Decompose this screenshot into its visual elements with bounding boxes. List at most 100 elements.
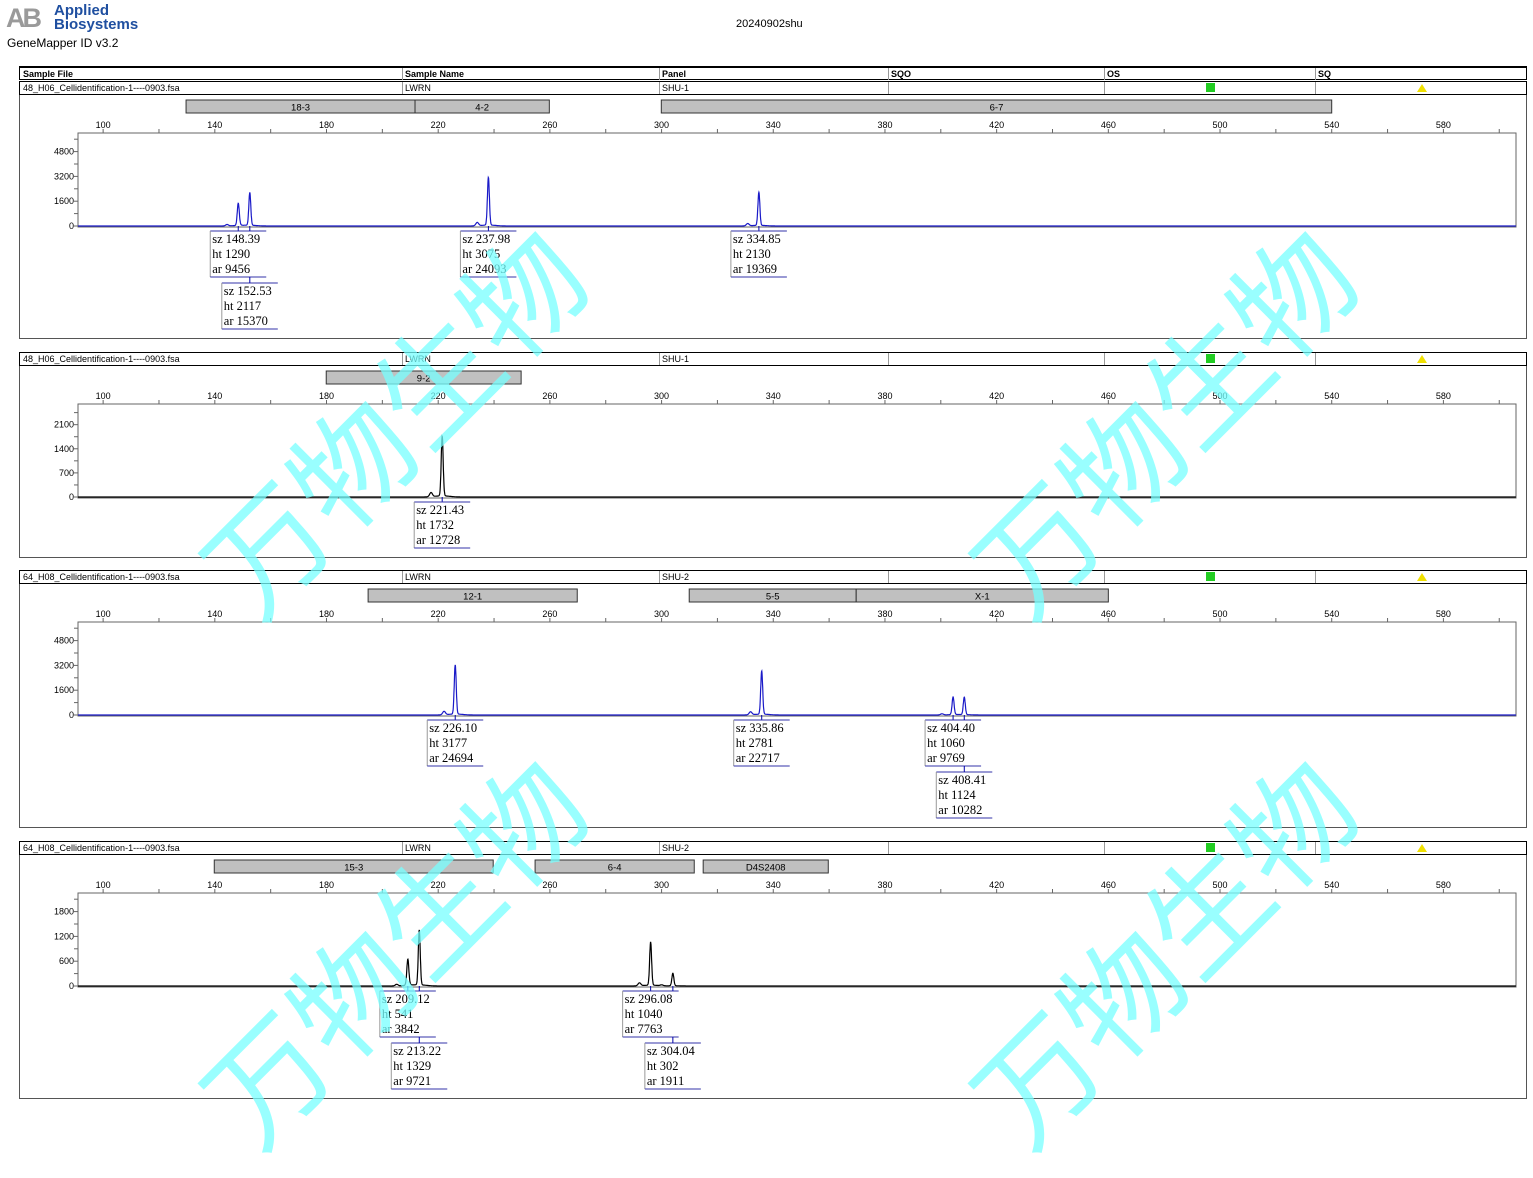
peak-label: sz 226.10 ht 3177 ar 24694	[429, 721, 477, 766]
plot-area	[77, 403, 1517, 499]
allele-bin-label: 18-3	[291, 103, 310, 114]
peak-ht: ht 1060	[927, 736, 965, 750]
y-tick-label: 700	[59, 468, 74, 478]
allele-bin-9-2	[325, 370, 522, 385]
allele-bin-label: 4-2	[475, 103, 489, 114]
x-tick-label: 180	[319, 391, 334, 401]
x-tick-label: 420	[989, 391, 1004, 401]
allele-bin-label: 12-1	[463, 592, 482, 603]
peak-label: sz 152.53 ht 2117 ar 15370	[224, 284, 272, 329]
plot-area	[77, 132, 1517, 228]
peak-label: sz 213.22 ht 1329 ar 9721	[393, 1044, 441, 1089]
peak-sz: sz 226.10	[429, 721, 478, 735]
allele-bin-15-3	[213, 859, 494, 874]
peak-sz: sz 404.40	[927, 721, 975, 735]
sample-row[interactable]: 48_H06_Cellidentification-1----0903.fsa L…	[19, 81, 1527, 95]
x-tick-label: 260	[542, 609, 557, 619]
x-tick-label: 300	[654, 880, 669, 890]
electropherogram-chart: 9-2 100 140 180 220 260 300 340 380 420 460 500 540 5…	[54, 370, 1517, 549]
column-divider	[659, 842, 660, 854]
sq-warning-icon	[1417, 84, 1427, 92]
allele-bin-label: 5-5	[766, 592, 780, 603]
y-tick-label: 2100	[54, 420, 74, 430]
x-tick-label: 340	[766, 120, 781, 130]
x-tick-label: 380	[877, 391, 892, 401]
sq-warning-icon	[1417, 573, 1427, 581]
x-tick-label: 260	[542, 880, 557, 890]
x-tick-label: 100	[96, 609, 111, 619]
column-divider	[659, 353, 660, 365]
peak-label: sz 404.40 ht 1060 ar 9769	[927, 721, 975, 766]
allele-bin-label: 9-2	[417, 374, 431, 385]
peak-sz: sz 209.12	[381, 992, 430, 1006]
peak-sz: sz 213.22	[393, 1044, 442, 1058]
peak-label: sz 334.85 ht 2130 ar 19369	[733, 232, 781, 277]
sample-name: LWRN	[405, 83, 431, 93]
column-header-row: Sample File Sample Name Panel SQO OS SQ	[19, 66, 1527, 80]
y-tick-label: 3200	[54, 660, 74, 670]
x-tick-label: 500	[1213, 880, 1228, 890]
peak-ar: ar 1911	[646, 1074, 685, 1088]
peak-ht: ht 3075	[462, 247, 501, 261]
column-divider	[659, 571, 660, 583]
ab-logo-mark: AB	[6, 3, 42, 33]
y-tick-label: 600	[59, 956, 74, 966]
col-sample-name: Sample Name	[405, 69, 465, 79]
x-tick-label: 140	[207, 609, 222, 619]
peak-ar: ar 24694	[429, 751, 474, 765]
x-tick-label: 540	[1324, 609, 1339, 619]
sq-warning-icon	[1417, 355, 1427, 363]
y-tick-label: 1600	[54, 196, 74, 206]
electropherogram-panel: 9-2 100 140 180 220 260 300 340 380 420 460 500 540 5…	[19, 366, 1527, 558]
y-tick-label: 0	[69, 221, 74, 231]
allele-bin-X-1	[855, 588, 1109, 603]
x-tick-label: 340	[766, 880, 781, 890]
peak-ar: ar 22717	[735, 751, 780, 765]
x-tick-label: 380	[877, 609, 892, 619]
allele-bin-label: 6-4	[608, 863, 622, 874]
sample-row[interactable]: 64_H08_Cellidentification-1----0903.fsa L…	[19, 570, 1527, 584]
allele-bin-4-2	[414, 99, 550, 114]
signal-trace	[78, 929, 1516, 987]
x-tick-label: 300	[654, 120, 669, 130]
column-divider	[888, 571, 889, 583]
plot-area	[77, 621, 1517, 717]
x-tick-label: 300	[654, 609, 669, 619]
y-tick-label: 0	[69, 710, 74, 720]
x-tick-label: 580	[1436, 609, 1451, 619]
x-tick-label: 580	[1436, 880, 1451, 890]
sample-row[interactable]: 64_H08_Cellidentification-1----0903.fsa L…	[19, 841, 1527, 855]
col-os: OS	[1107, 69, 1121, 79]
y-tick-label: 1800	[54, 907, 74, 917]
peak-sz: sz 296.08	[624, 992, 673, 1006]
electropherogram-panel: 18-3 4-2 6-7 100 140 180 220 260 300 340 380 420 460…	[19, 95, 1527, 339]
signal-trace	[78, 175, 1516, 227]
allele-bin-12-1	[367, 588, 578, 603]
plot-area	[77, 892, 1517, 988]
x-tick-label: 580	[1436, 391, 1451, 401]
panel-name: SHU-1	[662, 354, 690, 364]
signal-trace	[78, 434, 1516, 498]
column-divider	[402, 353, 403, 365]
x-tick-label: 100	[96, 120, 111, 130]
peak-ar: ar 12728	[416, 533, 461, 547]
x-tick-label: 260	[542, 391, 557, 401]
x-tick-label: 380	[877, 880, 892, 890]
applied-biosystems-logo: AB Applied Biosystems	[6, 3, 138, 35]
x-tick-label: 500	[1213, 391, 1228, 401]
sample-row[interactable]: 48_H06_Cellidentification-1----0903.fsa L…	[19, 352, 1527, 366]
x-tick-label: 220	[431, 609, 446, 619]
peak-sz: sz 334.85	[732, 232, 781, 246]
electropherogram-panel: 12-1 5-5 X-1 100 140 180 220 260 300 340 380 420 460…	[19, 584, 1527, 828]
peak-label: sz 335.86 ht 2781 ar 22717	[736, 721, 784, 766]
sample-name: LWRN	[405, 354, 431, 364]
column-divider	[888, 82, 889, 94]
x-tick-label: 140	[207, 391, 222, 401]
allele-bin-label: 15-3	[344, 863, 363, 874]
peak-sz: sz 152.53	[223, 284, 272, 298]
allele-bin-6-4	[534, 859, 695, 874]
peak-sz: sz 304.04	[646, 1044, 695, 1058]
peak-sz: sz 221.43	[416, 503, 465, 517]
column-divider	[1315, 82, 1316, 94]
peak-ar: ar 9769	[927, 751, 965, 765]
